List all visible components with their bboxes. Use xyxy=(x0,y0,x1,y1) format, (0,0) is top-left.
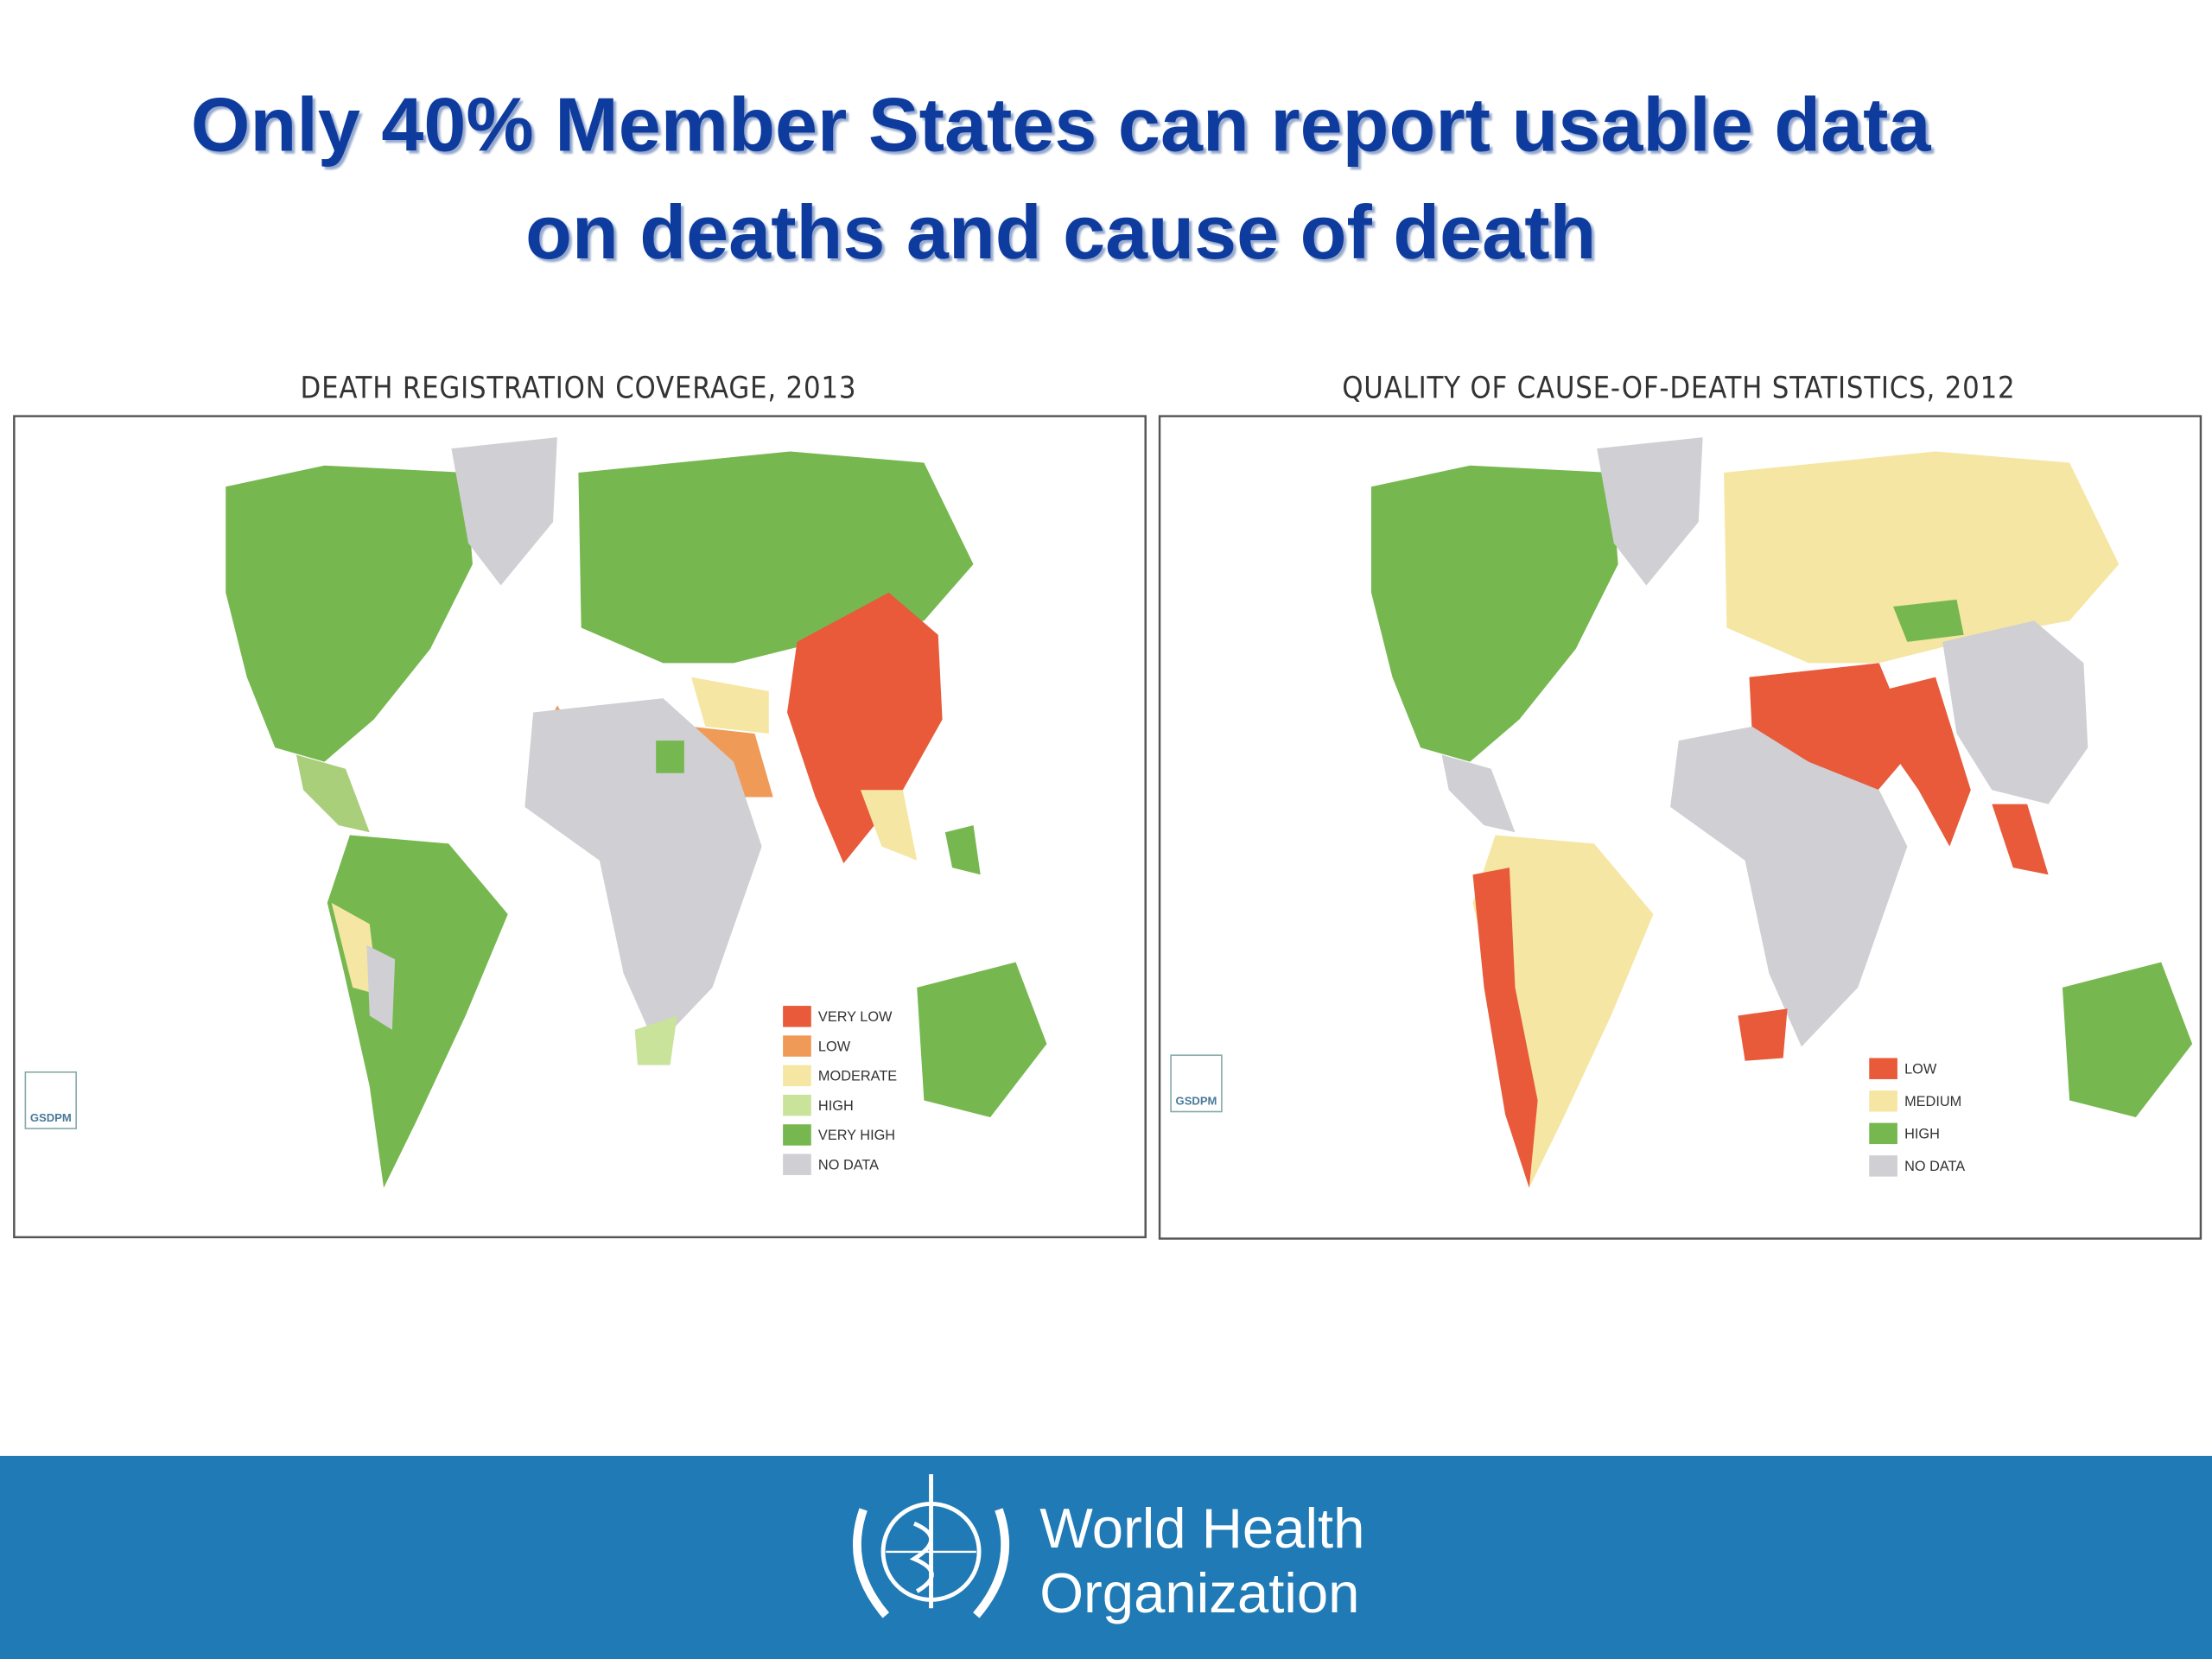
legend: VERY LOW LOW MODERATE HIGH VERY HIGH NO DATA xyxy=(783,1006,897,1175)
legend-swatch xyxy=(783,1065,811,1087)
logo-box xyxy=(24,1071,77,1129)
org-name: Organization xyxy=(1039,1561,1359,1624)
legend-swatch xyxy=(783,1094,811,1116)
legend-label: VERY HIGH xyxy=(818,1128,895,1143)
legend-swatch xyxy=(1869,1058,1897,1079)
logo-text: GSDPM xyxy=(1176,1094,1217,1107)
legend-swatch xyxy=(783,1154,811,1175)
logo-text: GSDPM xyxy=(30,1111,72,1124)
legend-swatch xyxy=(1869,1122,1897,1145)
slide-title: Only 40% Member States can report usable… xyxy=(191,82,1932,168)
who-emblem xyxy=(853,1474,1010,1618)
org-name: World Health xyxy=(1039,1497,1364,1560)
footer-band xyxy=(0,1455,2212,1659)
legend-label: HIGH xyxy=(818,1098,854,1114)
legend-label: MEDIUM xyxy=(1904,1094,1961,1109)
legend: LOW MEDIUM HIGH NO DATA xyxy=(1869,1058,1965,1177)
legend-label: NO DATA xyxy=(1904,1159,1965,1174)
logo-box xyxy=(1170,1054,1223,1113)
legend-swatch xyxy=(783,1124,811,1146)
left-map: DEATH REGISTRATION COVERAGE, 2013 GSDPM … xyxy=(13,371,1147,1239)
map-shapes xyxy=(226,437,1047,1188)
legend-label: HIGH xyxy=(1904,1127,1940,1142)
right-map: QUALITY OF CAUSE-OF-DEATH STATISTICS, 20… xyxy=(1158,371,2202,1240)
map-title: QUALITY OF CAUSE-OF-DEATH STATISTICS, 20… xyxy=(1342,371,2015,405)
legend-label: LOW xyxy=(818,1039,851,1054)
legend-label: MODERATE xyxy=(818,1069,897,1084)
legend-label: VERY LOW xyxy=(818,1009,893,1025)
map-title: DEATH REGISTRATION COVERAGE, 2013 xyxy=(301,371,857,405)
map-shapes xyxy=(1370,437,2193,1188)
legend-label: LOW xyxy=(1904,1061,1937,1077)
legend-swatch xyxy=(1869,1155,1897,1177)
slide-title: on deaths and cause of death xyxy=(525,189,1596,275)
legend-label: NO DATA xyxy=(818,1157,879,1173)
legend-swatch xyxy=(783,1035,811,1057)
legend-swatch xyxy=(1869,1090,1897,1112)
legend-swatch xyxy=(783,1006,811,1027)
